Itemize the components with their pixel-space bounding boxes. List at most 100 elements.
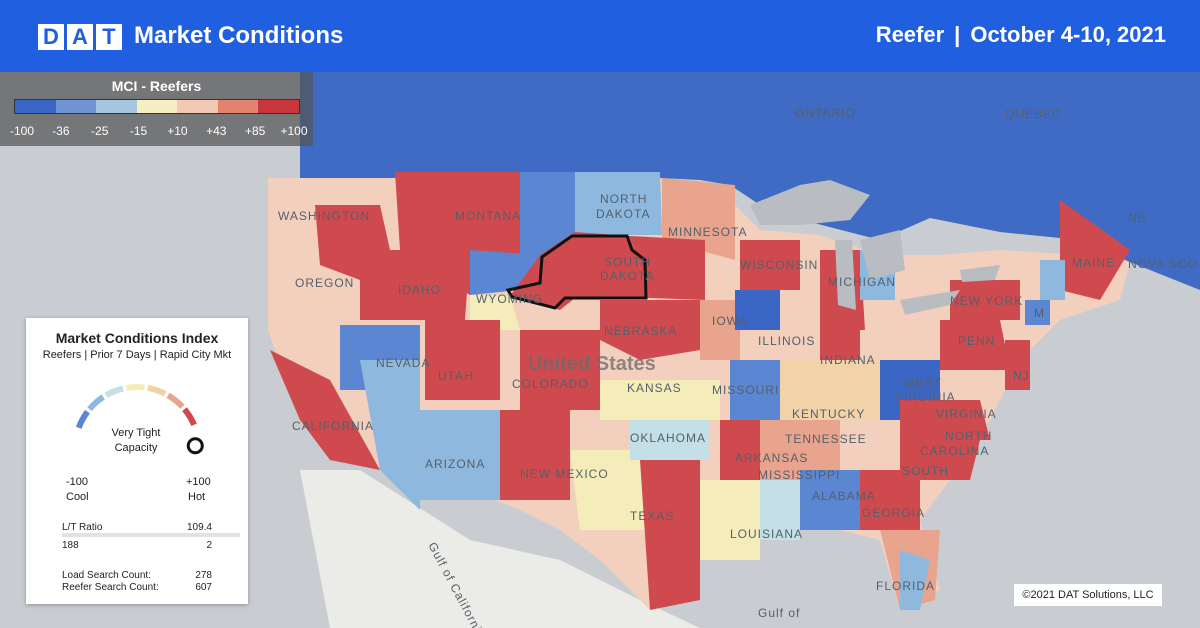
area-tn bbox=[760, 420, 840, 480]
lt-ratio-loads: 188 bbox=[62, 540, 79, 551]
equipment-type: Reefer bbox=[875, 22, 945, 47]
label-maine: MAINE bbox=[1072, 256, 1115, 270]
rapid-city-outline bbox=[505, 234, 648, 310]
gauge-max-value: +100 bbox=[186, 476, 211, 488]
legend-swatch bbox=[136, 100, 178, 113]
area-fl-south bbox=[900, 550, 930, 610]
gauge-segment bbox=[125, 384, 145, 391]
label-west-virginia-2: VIRGINIA bbox=[895, 390, 956, 404]
page-title: Market Conditions bbox=[134, 22, 344, 49]
canada-region bbox=[300, 72, 1200, 290]
area-nh bbox=[1040, 260, 1065, 300]
label-iowa: IOWA bbox=[712, 314, 748, 328]
label-idaho: IDAHO bbox=[398, 283, 441, 297]
label-penn: PENN bbox=[958, 334, 995, 348]
label-tennessee: TENNESSEE bbox=[785, 432, 867, 446]
label-south-dakota-2: DAKOTA bbox=[600, 269, 654, 283]
mci-gauge bbox=[75, 384, 204, 455]
label-texas: TEXAS bbox=[630, 509, 674, 523]
label-nb: NB bbox=[1128, 211, 1147, 225]
area-ok bbox=[630, 420, 710, 460]
label-montana: MONTANA bbox=[455, 209, 521, 223]
label-north-dakota-1: NORTH bbox=[600, 192, 647, 206]
area-al bbox=[800, 470, 860, 530]
legend-title: MCI - Reefers bbox=[111, 78, 202, 94]
label-colorado: COLORADO bbox=[512, 377, 589, 391]
label-oklahoma: OKLAHOMA bbox=[630, 431, 706, 445]
area-id bbox=[360, 250, 470, 320]
area-co bbox=[520, 330, 600, 410]
label-wyoming: WYOMING bbox=[476, 292, 543, 306]
label-georgia: GEORGIA bbox=[862, 506, 925, 520]
label-florida: FLORIDA bbox=[876, 579, 935, 593]
date-range: October 4-10, 2021 bbox=[970, 22, 1166, 47]
area-pa bbox=[940, 320, 1010, 370]
legend-swatch bbox=[55, 100, 97, 113]
legend-swatch bbox=[258, 100, 300, 113]
legend-tick-label: +10 bbox=[167, 124, 188, 138]
legend-tick-label: -15 bbox=[129, 124, 148, 138]
area-ia bbox=[700, 300, 740, 360]
label-kansas: KANSAS bbox=[627, 381, 682, 395]
gauge-segment bbox=[87, 394, 105, 412]
area-ms bbox=[760, 480, 800, 540]
lt-ratio-bar bbox=[62, 533, 240, 537]
mexico-landmass bbox=[300, 470, 700, 628]
label-ontario: ONTARIO bbox=[795, 106, 856, 120]
gauge-min-label: Cool bbox=[66, 491, 89, 503]
label-west-virginia-1: WEST bbox=[903, 376, 942, 390]
legend-tick-label: -25 bbox=[91, 124, 109, 138]
gauge-max-label: Hot bbox=[188, 491, 206, 503]
label-arkansas: ARKANSAS bbox=[735, 451, 808, 465]
area-tx-east bbox=[640, 460, 700, 610]
area-mo bbox=[730, 360, 780, 420]
label-north-carolina-2: CAROLINA bbox=[920, 444, 989, 458]
gauge-segment bbox=[166, 392, 185, 409]
label-kentucky: KENTUCKY bbox=[792, 407, 865, 421]
gauge-segment bbox=[147, 384, 167, 397]
gauge-status-line-1: Very Tight bbox=[111, 427, 161, 439]
area-me bbox=[1060, 200, 1130, 300]
market-areas bbox=[270, 172, 1130, 610]
legend-tick-label: +43 bbox=[206, 124, 227, 138]
legend-tick-label: -100 bbox=[9, 124, 35, 138]
header-separator: | bbox=[954, 22, 961, 47]
area-sd-east bbox=[630, 236, 705, 300]
lt-ratio-trucks: 2 bbox=[206, 540, 212, 551]
load-search-value: 278 bbox=[195, 570, 212, 581]
area-mt-east bbox=[520, 172, 575, 260]
legend-swatch bbox=[96, 100, 137, 113]
area-tx-west bbox=[570, 450, 650, 530]
area-la bbox=[700, 480, 760, 560]
logo-letter-a: A bbox=[67, 24, 93, 50]
card-title: Market Conditions Index bbox=[55, 330, 219, 346]
label-alabama: ALABAMA bbox=[812, 489, 876, 503]
lt-ratio-label: L/T Ratio bbox=[62, 522, 103, 533]
area-va bbox=[900, 400, 990, 440]
label-nebraska: NEBRASKA bbox=[604, 324, 677, 338]
card-subtitle: Reefers | Prior 7 Days | Rapid City Mkt bbox=[42, 349, 232, 361]
area-nj bbox=[1005, 340, 1030, 390]
area-ma bbox=[1025, 300, 1050, 325]
gauge-segment bbox=[75, 409, 90, 429]
label-michigan: MICHIGAN bbox=[828, 275, 896, 289]
lake-ontario bbox=[960, 265, 1000, 282]
great-lakes bbox=[750, 180, 1000, 315]
gauge-segment bbox=[104, 385, 124, 398]
label-north-carolina-1: NORTH bbox=[945, 429, 992, 443]
label-ma-abbr: M bbox=[1034, 306, 1045, 320]
area-ga bbox=[860, 470, 920, 530]
label-washington: WASHINGTON bbox=[278, 209, 370, 223]
label-south-dakota-1: SOUTH bbox=[604, 255, 651, 269]
label-nevada: NEVADA bbox=[376, 356, 430, 370]
area-ks bbox=[600, 380, 720, 420]
gauge-min-value: -100 bbox=[66, 476, 89, 488]
mci-card: Market Conditions Index Reefers | Prior … bbox=[26, 318, 248, 604]
label-minnesota: MINNESOTA bbox=[668, 225, 747, 239]
label-indiana: INDIANA bbox=[820, 353, 876, 367]
area-nd bbox=[575, 172, 662, 235]
legend-tick-label: -36 bbox=[52, 124, 70, 138]
legend-color-bar bbox=[14, 99, 300, 114]
header-right: Reefer | October 4-10, 2021 bbox=[876, 22, 1166, 48]
label-wisconsin: WISCONSIN bbox=[740, 258, 818, 272]
